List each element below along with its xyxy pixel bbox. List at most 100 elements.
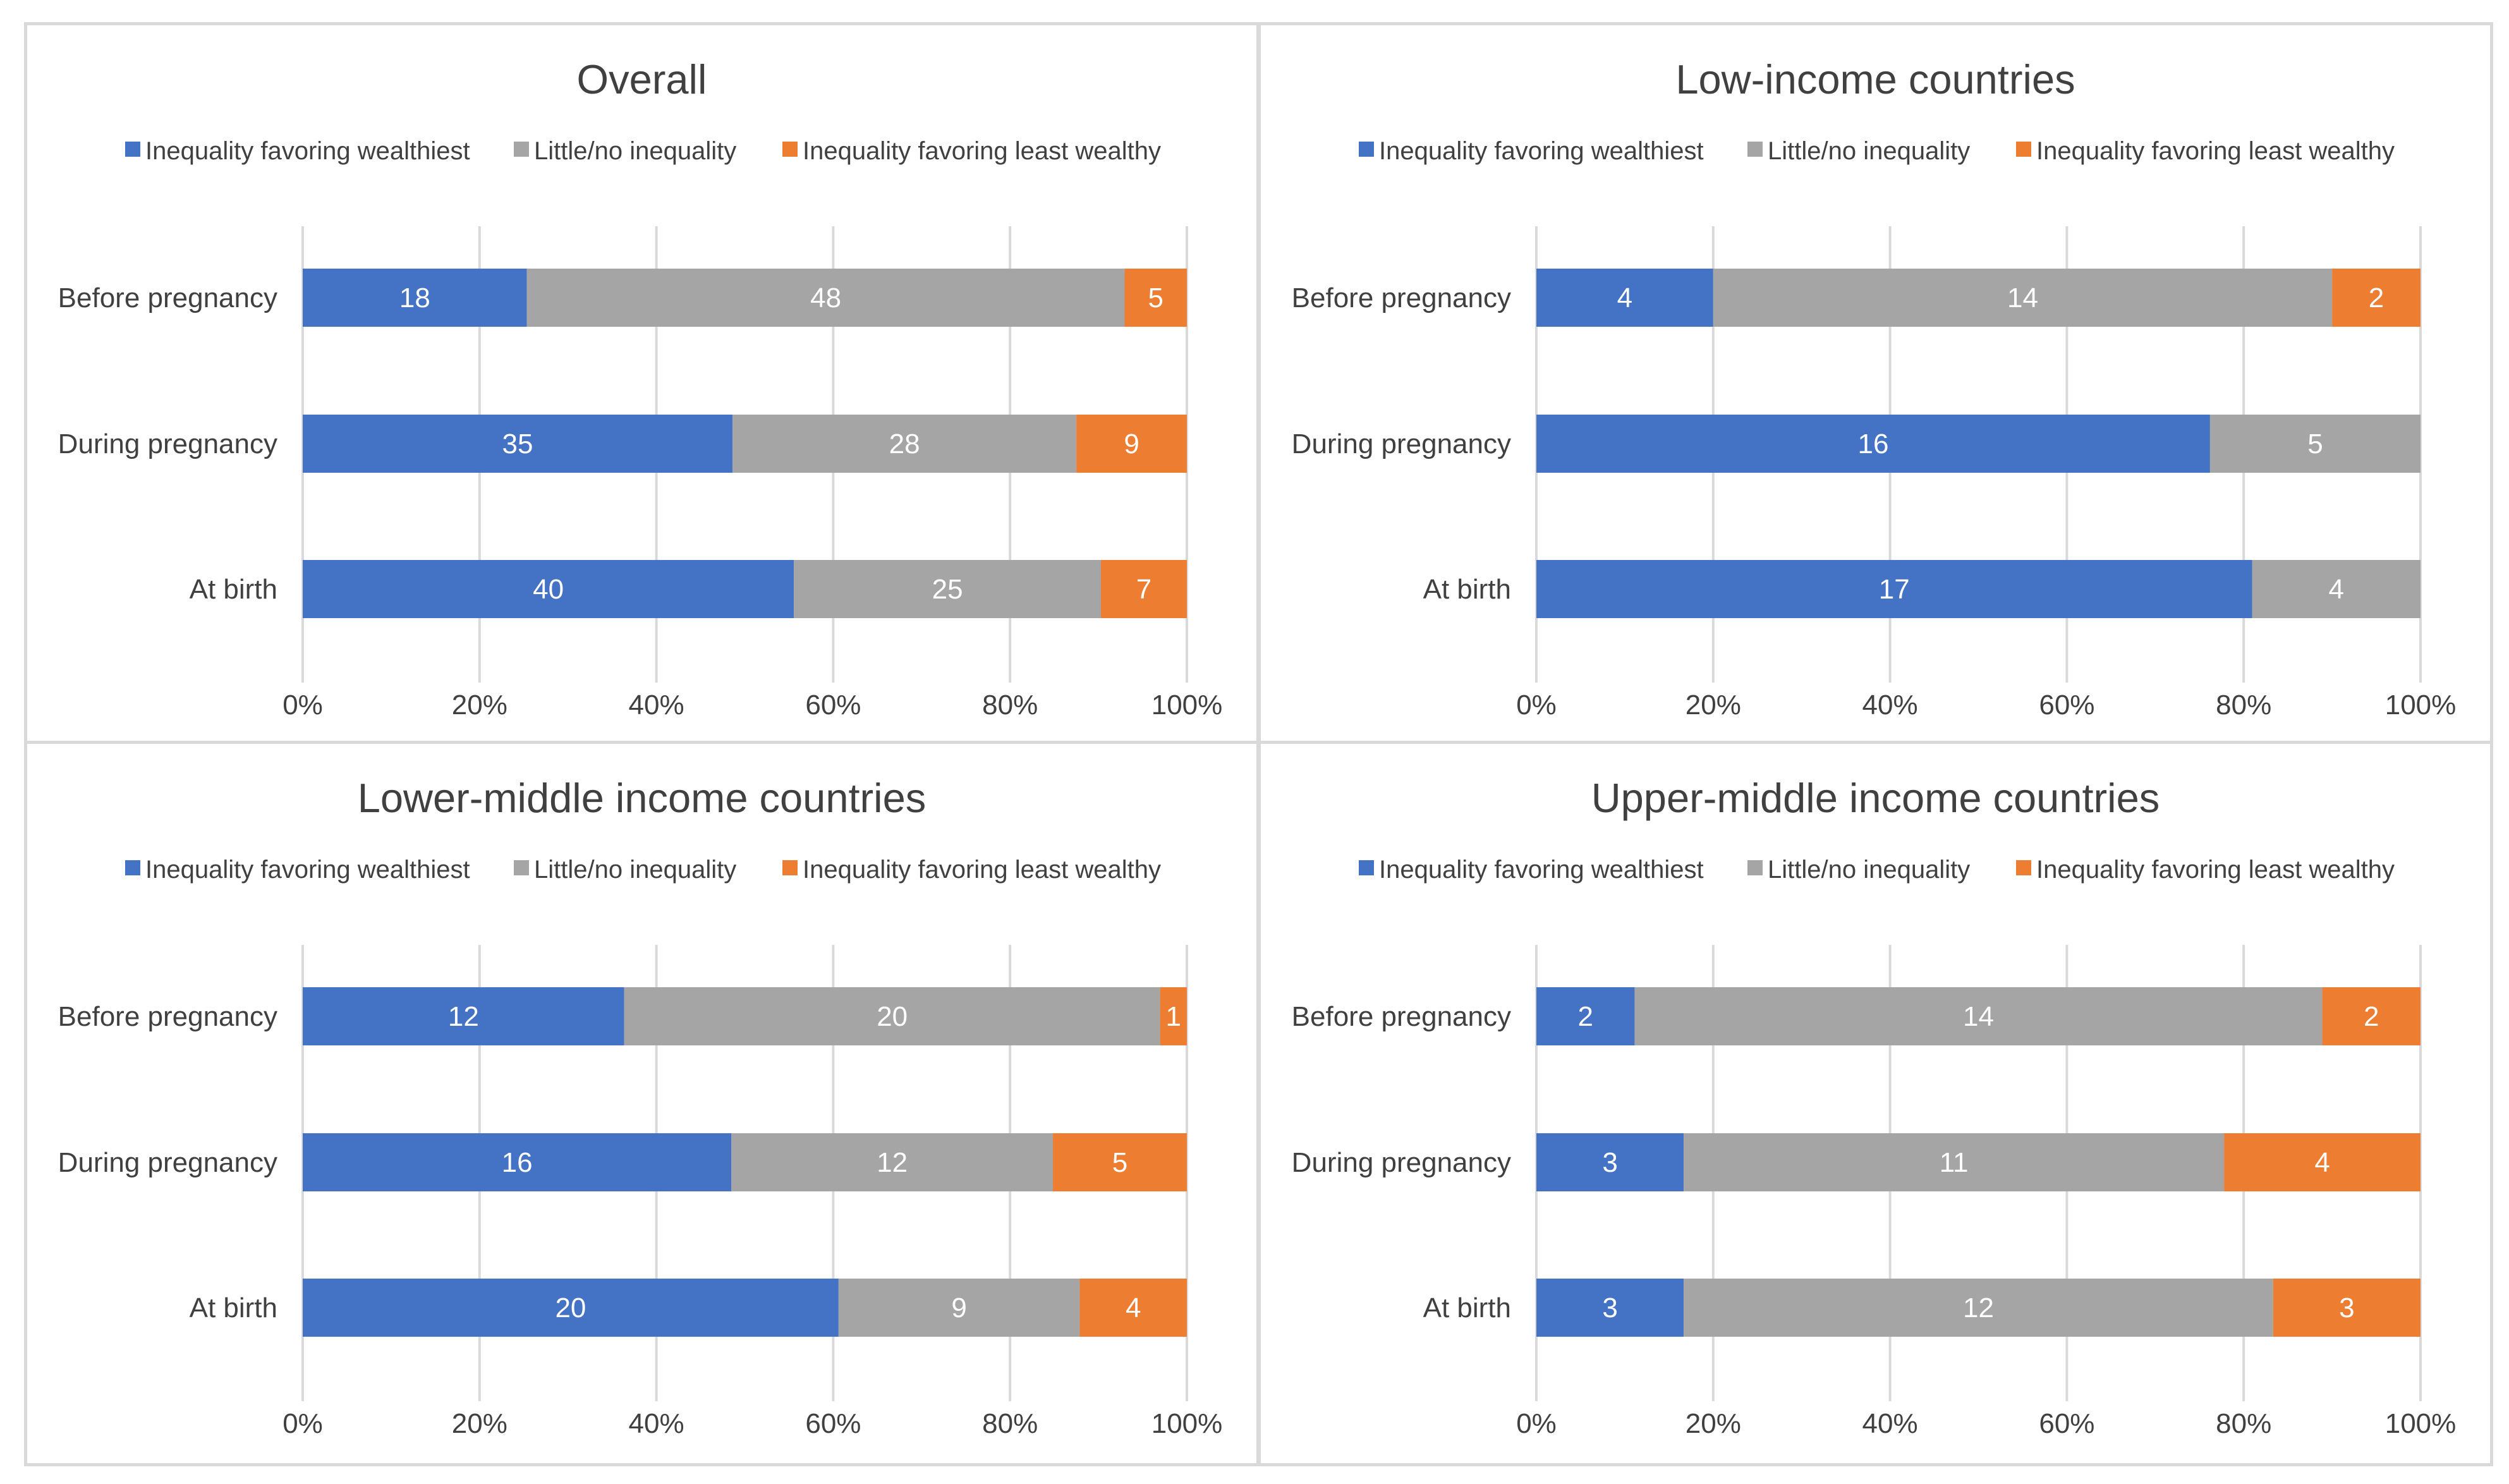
legend-item-inequality-favoring-wealthiest: Inequality favoring wealthiest xyxy=(1359,856,1704,884)
data-label: 5 xyxy=(1112,1147,1127,1178)
x-tick-label: 100% xyxy=(1151,1408,1223,1439)
x-tick-label: 20% xyxy=(1686,1408,1741,1439)
chart-title: Upper-middle income countries xyxy=(1591,775,2160,821)
legend-item-inequality-favoring-wealthiest: Inequality favoring wealthiest xyxy=(125,856,470,884)
x-tick-label: 0% xyxy=(1516,1408,1557,1439)
category-label: Before pregnancy xyxy=(1292,283,1511,313)
data-label: 40 xyxy=(533,574,564,605)
data-label: 9 xyxy=(951,1292,966,1323)
legend-swatch xyxy=(514,142,529,157)
legend-swatch xyxy=(782,860,798,875)
data-label: 2 xyxy=(2364,1001,2379,1032)
bar-segment-inequality-favoring-wealthiest xyxy=(303,1133,732,1191)
legend-swatch xyxy=(514,860,529,875)
legend-item-inequality-favoring-wealthiest: Inequality favoring wealthiest xyxy=(1359,137,1704,165)
x-tick-label: 60% xyxy=(805,690,861,721)
data-label: 35 xyxy=(502,429,533,459)
bar-segment-little-no-inequality xyxy=(624,987,1160,1045)
legend-item-inequality-favoring-least-wealthy: Inequality favoring least wealthy xyxy=(2016,137,2395,165)
data-label: 12 xyxy=(1963,1292,1994,1323)
category-label: At birth xyxy=(1423,1292,1511,1323)
bar-segment-inequality-favoring-least-wealthy xyxy=(2224,1133,2421,1191)
x-tick-label: 60% xyxy=(805,1408,861,1439)
bar-segment-inequality-favoring-wealthiest xyxy=(1536,415,2210,473)
chart-upper-middle-income: Upper-middle income countries Inequality … xyxy=(1292,775,2457,1439)
legend-item-inequality-favoring-least-wealthy: Inequality favoring least wealthy xyxy=(782,137,1161,165)
data-label: 17 xyxy=(1879,574,1910,605)
data-label: 9 xyxy=(1124,429,1139,459)
legend-swatch xyxy=(125,142,140,157)
data-label: 1 xyxy=(1166,1001,1181,1032)
bar-segment-inequality-favoring-wealthiest xyxy=(1536,560,2252,618)
chart-panel-upper-middle-income: Upper-middle income countries Inequality … xyxy=(1258,741,2493,1466)
data-label: 5 xyxy=(1148,283,1163,313)
bar-segment-inequality-favoring-least-wealthy xyxy=(1076,415,1187,473)
x-tick-label: 80% xyxy=(982,1408,1038,1439)
x-tick-label: 80% xyxy=(2216,1408,2271,1439)
bar-segment-inequality-favoring-least-wealthy xyxy=(2332,269,2421,327)
bar-segment-little-no-inequality xyxy=(732,415,1077,473)
legend-label: Inequality favoring least wealthy xyxy=(803,856,1161,884)
bar-segment-little-no-inequality xyxy=(2252,560,2421,618)
bar-segment-inequality-favoring-least-wealthy xyxy=(1124,269,1187,327)
bar-segment-inequality-favoring-least-wealthy xyxy=(1100,560,1187,618)
legend-swatch xyxy=(2016,142,2031,157)
legend-item-inequality-favoring-wealthiest: Inequality favoring wealthiest xyxy=(125,137,470,165)
x-tick-label: 60% xyxy=(2039,1408,2094,1439)
x-tick-label: 20% xyxy=(452,1408,507,1439)
data-label: 7 xyxy=(1136,574,1151,605)
category-label: Before pregnancy xyxy=(58,1001,277,1032)
x-tick-label: 0% xyxy=(1516,690,1557,721)
data-label: 20 xyxy=(555,1292,586,1323)
bar-segment-inequality-favoring-wealthiest xyxy=(1536,1279,1684,1337)
bar-segment-little-no-inequality xyxy=(794,560,1101,618)
chart-lower-middle-income: Lower-middle income countries Inequality … xyxy=(58,775,1223,1439)
data-label: 25 xyxy=(932,574,963,605)
legend-swatch xyxy=(782,142,798,157)
category-label: At birth xyxy=(190,1292,277,1323)
bar-segment-inequality-favoring-least-wealthy xyxy=(2322,987,2421,1045)
legend-swatch xyxy=(1359,860,1374,875)
legend-item-little-no-inequality: Little/no inequality xyxy=(1747,856,1970,884)
chart-overall: Overall Inequality favoring wealthiest Lit… xyxy=(58,56,1223,721)
x-tick-label: 0% xyxy=(282,690,323,721)
legend-item-inequality-favoring-least-wealthy: Inequality favoring least wealthy xyxy=(2016,856,2395,884)
legend-swatch xyxy=(1747,142,1763,157)
x-tick-label: 100% xyxy=(1151,690,1223,721)
legend-label: Inequality favoring least wealthy xyxy=(2036,137,2395,165)
data-label: 28 xyxy=(889,429,920,459)
data-label: 18 xyxy=(399,283,430,313)
data-label: 2 xyxy=(1577,1001,1593,1032)
legend-label: Little/no inequality xyxy=(534,856,736,884)
bar-segment-little-no-inequality xyxy=(731,1133,1054,1191)
legend-label: Little/no inequality xyxy=(1768,856,1970,884)
data-label: 11 xyxy=(1940,1147,1969,1178)
x-tick-label: 0% xyxy=(282,1408,323,1439)
bar-segment-little-no-inequality xyxy=(1713,269,2333,327)
legend-label: Inequality favoring wealthiest xyxy=(1379,856,1704,884)
category-label: During pregnancy xyxy=(58,429,277,459)
x-tick-label: 20% xyxy=(1686,690,1741,721)
data-label: 48 xyxy=(810,283,841,313)
data-label: 16 xyxy=(502,1147,533,1178)
data-label: 5 xyxy=(2307,429,2323,459)
x-tick-label: 80% xyxy=(982,690,1038,721)
bar-segment-inequality-favoring-wealthiest xyxy=(303,415,733,473)
legend-item-little-no-inequality: Little/no inequality xyxy=(1747,137,1970,165)
legend-label: Little/no inequality xyxy=(534,137,736,165)
chart-title: Overall xyxy=(577,56,707,102)
legend-label: Inequality favoring least wealthy xyxy=(803,137,1161,165)
x-tick-label: 40% xyxy=(629,690,684,721)
bar-segment-little-no-inequality xyxy=(838,1279,1080,1337)
bar-segment-inequality-favoring-wealthiest xyxy=(1536,269,1713,327)
bar-segment-little-no-inequality xyxy=(1684,1133,2225,1191)
data-label: 2 xyxy=(2369,283,2384,313)
x-tick-label: 80% xyxy=(2216,690,2271,721)
bar-segment-inequality-favoring-least-wealthy xyxy=(1160,987,1187,1045)
bar-segment-inequality-favoring-least-wealthy xyxy=(2273,1279,2421,1337)
x-tick-label: 100% xyxy=(2385,690,2457,721)
data-label: 14 xyxy=(2007,283,2038,313)
legend-label: Inequality favoring wealthiest xyxy=(145,137,470,165)
category-label: At birth xyxy=(190,574,277,605)
data-label: 20 xyxy=(877,1001,908,1032)
